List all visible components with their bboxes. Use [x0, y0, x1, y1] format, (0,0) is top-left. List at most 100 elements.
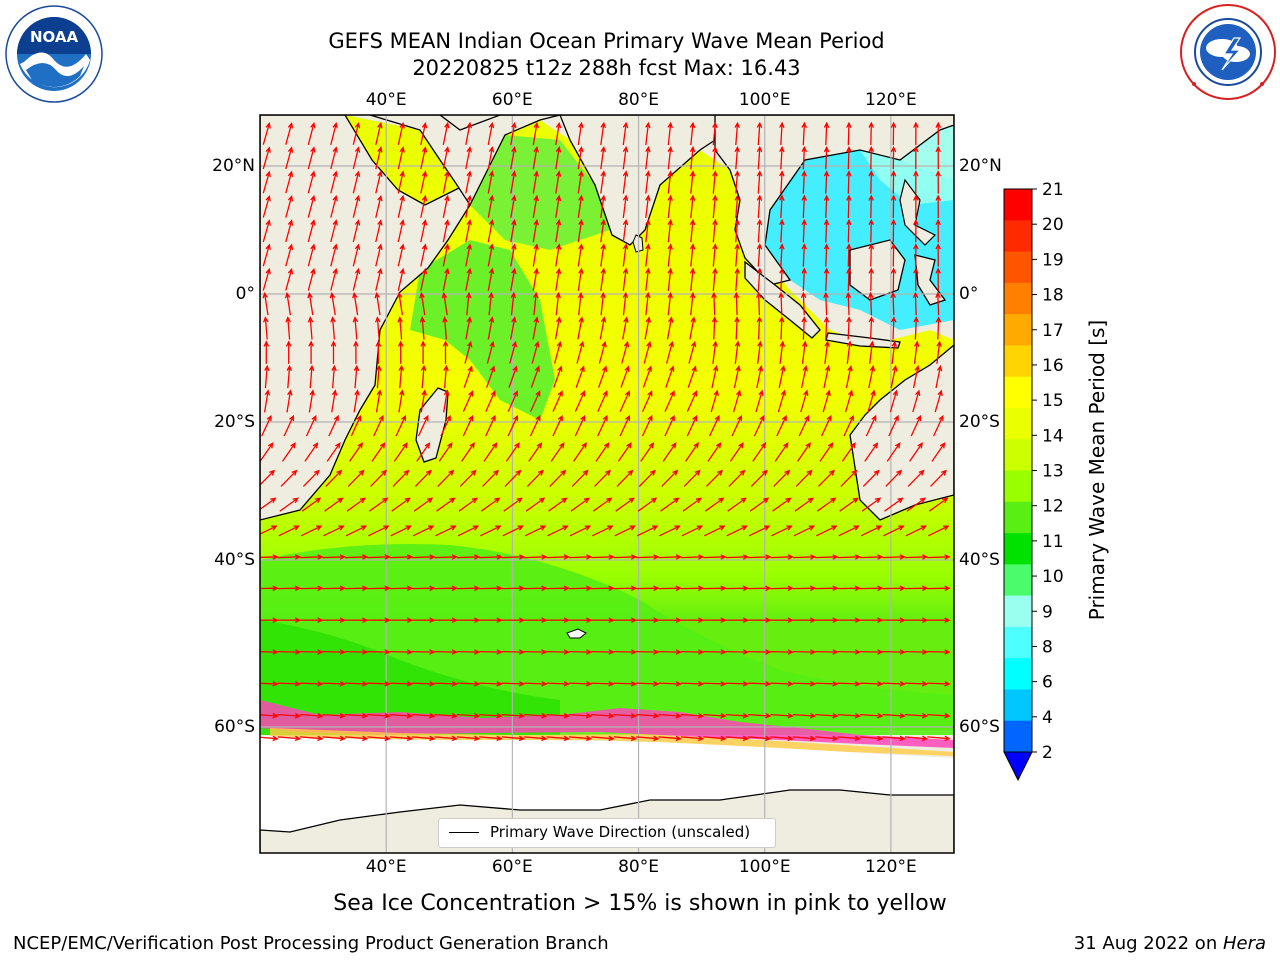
wave-direction-arrows — [260, 121, 951, 742]
wave-arrow — [465, 194, 472, 218]
wave-arrow — [260, 469, 276, 486]
wave-arrow — [816, 525, 838, 537]
wave-arrow — [731, 414, 742, 437]
map-legend: Primary Wave Direction (unscaled) — [438, 818, 776, 848]
wave-arrow — [703, 735, 727, 742]
wave-arrow — [846, 218, 852, 243]
wave-arrow — [837, 585, 862, 592]
colorbar-swatch — [1004, 501, 1032, 534]
wave-arrow — [434, 735, 458, 742]
wave-arrow — [846, 243, 852, 267]
wave-arrow — [568, 735, 593, 742]
wave-arrow — [792, 649, 817, 655]
wave-arrow — [443, 364, 449, 389]
wave-arrow — [456, 712, 481, 719]
wave-arrow — [546, 554, 570, 560]
wave-arrow — [330, 340, 337, 364]
wave-arrow — [510, 316, 517, 340]
wave-arrow — [748, 554, 772, 560]
wave-arrow — [935, 243, 941, 267]
wave-arrow — [463, 365, 473, 388]
graticule — [260, 115, 954, 853]
wave-arrow — [756, 316, 763, 340]
wave-arrow — [260, 681, 279, 687]
wave-arrow — [927, 649, 951, 655]
wave-arrow — [456, 617, 481, 623]
wave-arrow — [622, 121, 629, 146]
wave-arrow — [395, 414, 407, 437]
lat-tick-right: 40°S — [959, 550, 1000, 570]
wave-arrow — [420, 194, 428, 218]
lon-tick-bottom: 40°E — [365, 857, 407, 877]
wave-arrow — [734, 170, 740, 194]
wave-arrow — [574, 414, 586, 437]
wave-arrow — [935, 194, 941, 219]
wave-arrow — [353, 364, 360, 389]
wave-arrow — [397, 267, 405, 291]
wave-arrow — [636, 712, 660, 719]
wave-arrow — [613, 585, 638, 592]
wave-arrow — [526, 469, 544, 487]
wave-arrow — [869, 340, 875, 364]
wave-arrow — [307, 219, 316, 243]
wave-arrow — [748, 681, 772, 687]
lat-tick-left: 20°N — [212, 156, 255, 176]
wave-arrow — [792, 617, 817, 623]
wave-arrow — [479, 617, 503, 623]
wave-arrow — [779, 267, 785, 291]
wave-arrow — [389, 617, 414, 623]
wave-arrow — [680, 554, 705, 560]
colorbar-extend-triangle — [1003, 751, 1033, 782]
wave-arrow — [367, 649, 391, 655]
wave-arrow — [374, 316, 381, 340]
wave-arrow — [412, 554, 436, 560]
wave-arrow — [353, 389, 360, 413]
wave-arrow — [307, 170, 316, 194]
wave-arrow — [524, 712, 548, 719]
wave-arrow — [262, 170, 271, 194]
wave-arrow — [391, 497, 411, 512]
wave-arrow — [375, 243, 383, 267]
wave-arrow — [795, 469, 813, 487]
wave-arrow — [906, 497, 927, 512]
wave-arrow — [420, 364, 427, 389]
wave-arrow — [438, 442, 453, 462]
wave-arrow — [868, 316, 875, 340]
wave-arrow — [636, 735, 660, 742]
colorbar-swatch — [1004, 689, 1032, 722]
wave-arrow — [419, 316, 426, 340]
wave-arrow — [260, 442, 274, 462]
wave-arrow — [779, 194, 785, 218]
wave-arrow — [703, 649, 727, 655]
wave-arrow — [485, 414, 496, 437]
wave-arrow — [555, 267, 562, 291]
wave-arrow — [352, 146, 361, 170]
colorbar-tick-label: 21 — [1042, 180, 1064, 200]
wave-arrow — [568, 681, 593, 687]
wave-arrow — [680, 681, 705, 687]
wave-arrow — [461, 442, 475, 462]
wave-arrow — [277, 554, 302, 560]
wave-arrow — [485, 365, 496, 388]
wave-arrow — [643, 340, 652, 364]
wave-arrow — [373, 414, 384, 437]
wave-arrow — [300, 649, 324, 655]
philippines — [899, 178, 937, 246]
wave-arrow — [815, 681, 839, 687]
wave-arrow — [501, 617, 526, 623]
colorbar: 21 20 19 18 17 16 15 14 13 12 11 10 9 8 6 4 2 — [1003, 180, 1064, 782]
wave-arrow — [711, 364, 719, 389]
wave-arrow — [868, 194, 874, 219]
wave-arrow — [574, 390, 586, 412]
colorbar-tick-label: 14 — [1042, 426, 1064, 446]
wave-arrow — [927, 712, 951, 719]
wave-arrow — [862, 469, 880, 487]
wave-arrow — [822, 389, 831, 413]
wave-arrow — [465, 146, 472, 170]
wave-arrow — [712, 218, 718, 243]
wave-arrow — [882, 735, 906, 742]
wave-arrow — [397, 316, 403, 340]
wave-arrow — [658, 712, 682, 719]
wave-arrow — [600, 243, 606, 267]
wave-arrow — [568, 712, 593, 719]
